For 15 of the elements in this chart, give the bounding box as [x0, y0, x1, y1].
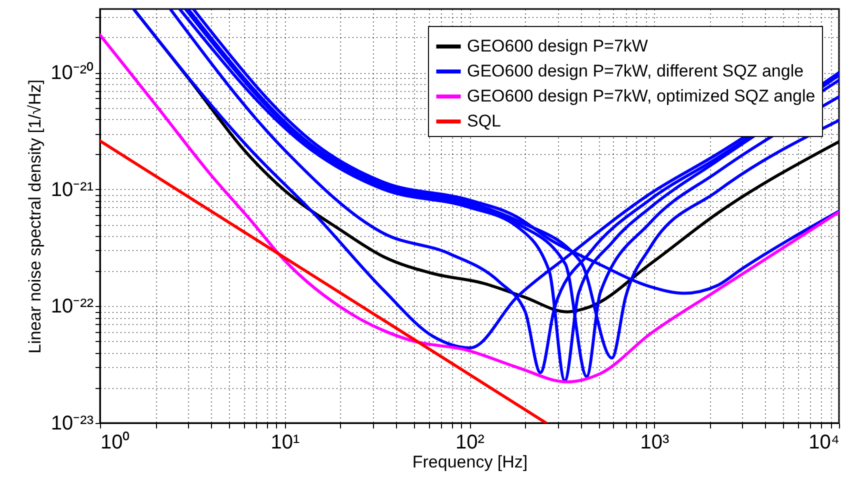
- x-tick-label: 10³: [640, 432, 670, 454]
- legend-label: GEO600 design P=7kW, different SQZ angle: [467, 62, 804, 80]
- legend-label: SQL: [467, 112, 502, 130]
- x-tick-label: 10¹: [270, 432, 300, 454]
- x-tick-label: 10⁴: [808, 432, 840, 454]
- x-tick-label: 10⁰: [100, 430, 130, 454]
- y-tick-label: 10⁻²²: [50, 296, 94, 318]
- x-tick-label: 10²: [456, 432, 485, 454]
- y-tick-label: 10⁻²¹: [50, 178, 94, 201]
- y-tick-label: 10⁻²⁰: [50, 61, 94, 84]
- legend-label: GEO600 design P=7kW: [467, 36, 648, 56]
- x-axis-title: Frequency [Hz]: [412, 452, 528, 472]
- legend-label: GEO600 design P=7kW, optimized SQZ angle: [467, 86, 816, 106]
- y-axis-title: Linear noise spectral density [1/√Hz]: [26, 80, 45, 354]
- y-tick-label: 10⁻²³: [50, 412, 94, 434]
